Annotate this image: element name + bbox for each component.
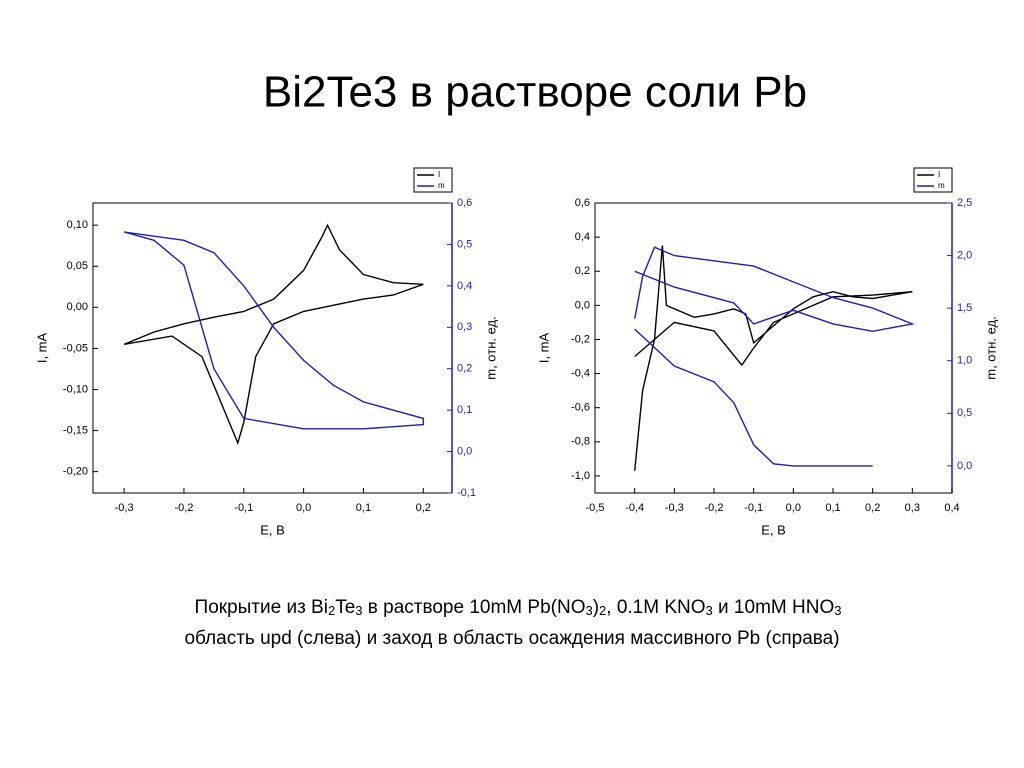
- plot-frame: [594, 202, 953, 494]
- x-tick-label: 0,4: [944, 502, 959, 514]
- y-tick-label: -0,2: [571, 333, 590, 345]
- x-axis-label: E, B: [761, 522, 786, 537]
- legend-label: m: [438, 181, 445, 190]
- y-axis-label: I, mA: [536, 333, 551, 364]
- y-tick-label: 0,10: [67, 219, 88, 231]
- y-axis-label: I, mA: [34, 333, 49, 364]
- y-tick-label: 0,00: [67, 301, 88, 313]
- subscript: 3: [355, 603, 362, 618]
- subscript: 3: [585, 603, 592, 618]
- y2-tick-label: 0,3: [457, 321, 472, 333]
- x-tick-label: -0,1: [744, 502, 763, 514]
- legend-label: I: [438, 170, 440, 179]
- legend-box: [413, 167, 453, 193]
- x-tick-label: 0,0: [786, 502, 801, 514]
- y-tick-label: 0,2: [575, 265, 590, 277]
- x-tick-label: 0,0: [296, 502, 311, 514]
- x-tick-label: 0,3: [905, 502, 920, 514]
- x-tick-label: -0,2: [705, 502, 724, 514]
- y2-tick-label: 0,6: [457, 197, 472, 209]
- y2-tick-label: 0,5: [457, 238, 472, 250]
- subscript: 3: [706, 603, 713, 618]
- y2-axis-label: m, отн. ед.: [983, 316, 998, 380]
- x-tick-label: -0,3: [115, 502, 134, 514]
- caption-text: Покрытие из Bi: [195, 597, 328, 618]
- data-line: [123, 223, 424, 446]
- caption-text: в растворе 10mM Pb(NO: [363, 597, 586, 618]
- subscript: 2: [599, 603, 606, 618]
- y2-tick-label: 2,5: [957, 197, 972, 209]
- x-tick-label: 0,2: [416, 502, 431, 514]
- slide-title: Bi2Te3 в растворе соли Pb: [263, 68, 807, 117]
- plot-frame: [92, 202, 453, 494]
- y2-tick-label: 0,0: [957, 460, 972, 472]
- x-tick-label: 0,2: [865, 502, 880, 514]
- subscript: 2: [328, 603, 335, 618]
- legend-label: I: [938, 170, 940, 179]
- y-tick-label: -0,10: [63, 383, 88, 395]
- data-line: [634, 246, 915, 467]
- data-line: [123, 231, 424, 430]
- y-tick-label: -0,15: [63, 424, 88, 436]
- y-tick-label: -1,0: [571, 470, 590, 482]
- caption-text: Te: [335, 597, 355, 618]
- caption-line: Покрытие из Bi2Te3 в растворе 10mM Pb(NO…: [195, 597, 842, 618]
- data-line: [634, 245, 913, 471]
- caption-text: , 0.1M KNO: [606, 597, 705, 618]
- y2-tick-label: 0,2: [457, 363, 472, 375]
- x-tick-label: 0,1: [825, 502, 840, 514]
- y2-tick-label: 1,0: [957, 355, 972, 367]
- y2-tick-label: -0,1: [457, 487, 476, 499]
- y-tick-label: -0,20: [63, 466, 88, 478]
- y-tick-label: 0,6: [575, 197, 590, 209]
- x-tick-label: -0,1: [234, 502, 253, 514]
- y2-axis-label: m, отн. ед.: [483, 316, 498, 380]
- x-tick-label: -0,3: [665, 502, 684, 514]
- y-tick-label: -0,8: [571, 436, 590, 448]
- y-tick-label: 0,05: [67, 260, 88, 272]
- caption-text: и 10mM HNO: [713, 597, 834, 618]
- y-tick-label: -0,05: [63, 342, 88, 354]
- y-tick-label: -0,6: [571, 402, 590, 414]
- x-tick-label: -0,2: [174, 502, 193, 514]
- y2-tick-label: 0,4: [457, 280, 472, 292]
- legend-box: [913, 167, 953, 193]
- y-tick-label: 0,0: [575, 299, 590, 311]
- x-tick-label: -0,5: [586, 502, 605, 514]
- x-axis-label: E, B: [260, 522, 285, 537]
- y2-tick-label: 1,5: [957, 302, 972, 314]
- y2-tick-label: 0,5: [957, 407, 972, 419]
- caption-text: ): [593, 597, 599, 618]
- x-tick-label: 0,1: [356, 502, 371, 514]
- y2-tick-label: 2,0: [957, 249, 972, 261]
- y-tick-label: -0,4: [571, 367, 590, 379]
- caption-line: область upd (слева) и заход в область ос…: [184, 628, 839, 649]
- subscript: 3: [834, 603, 841, 618]
- y2-tick-label: 0,0: [457, 445, 472, 457]
- y2-tick-label: 0,1: [457, 404, 472, 416]
- y-tick-label: 0,4: [575, 231, 590, 243]
- legend-label: m: [938, 181, 945, 190]
- x-tick-label: -0,4: [625, 502, 644, 514]
